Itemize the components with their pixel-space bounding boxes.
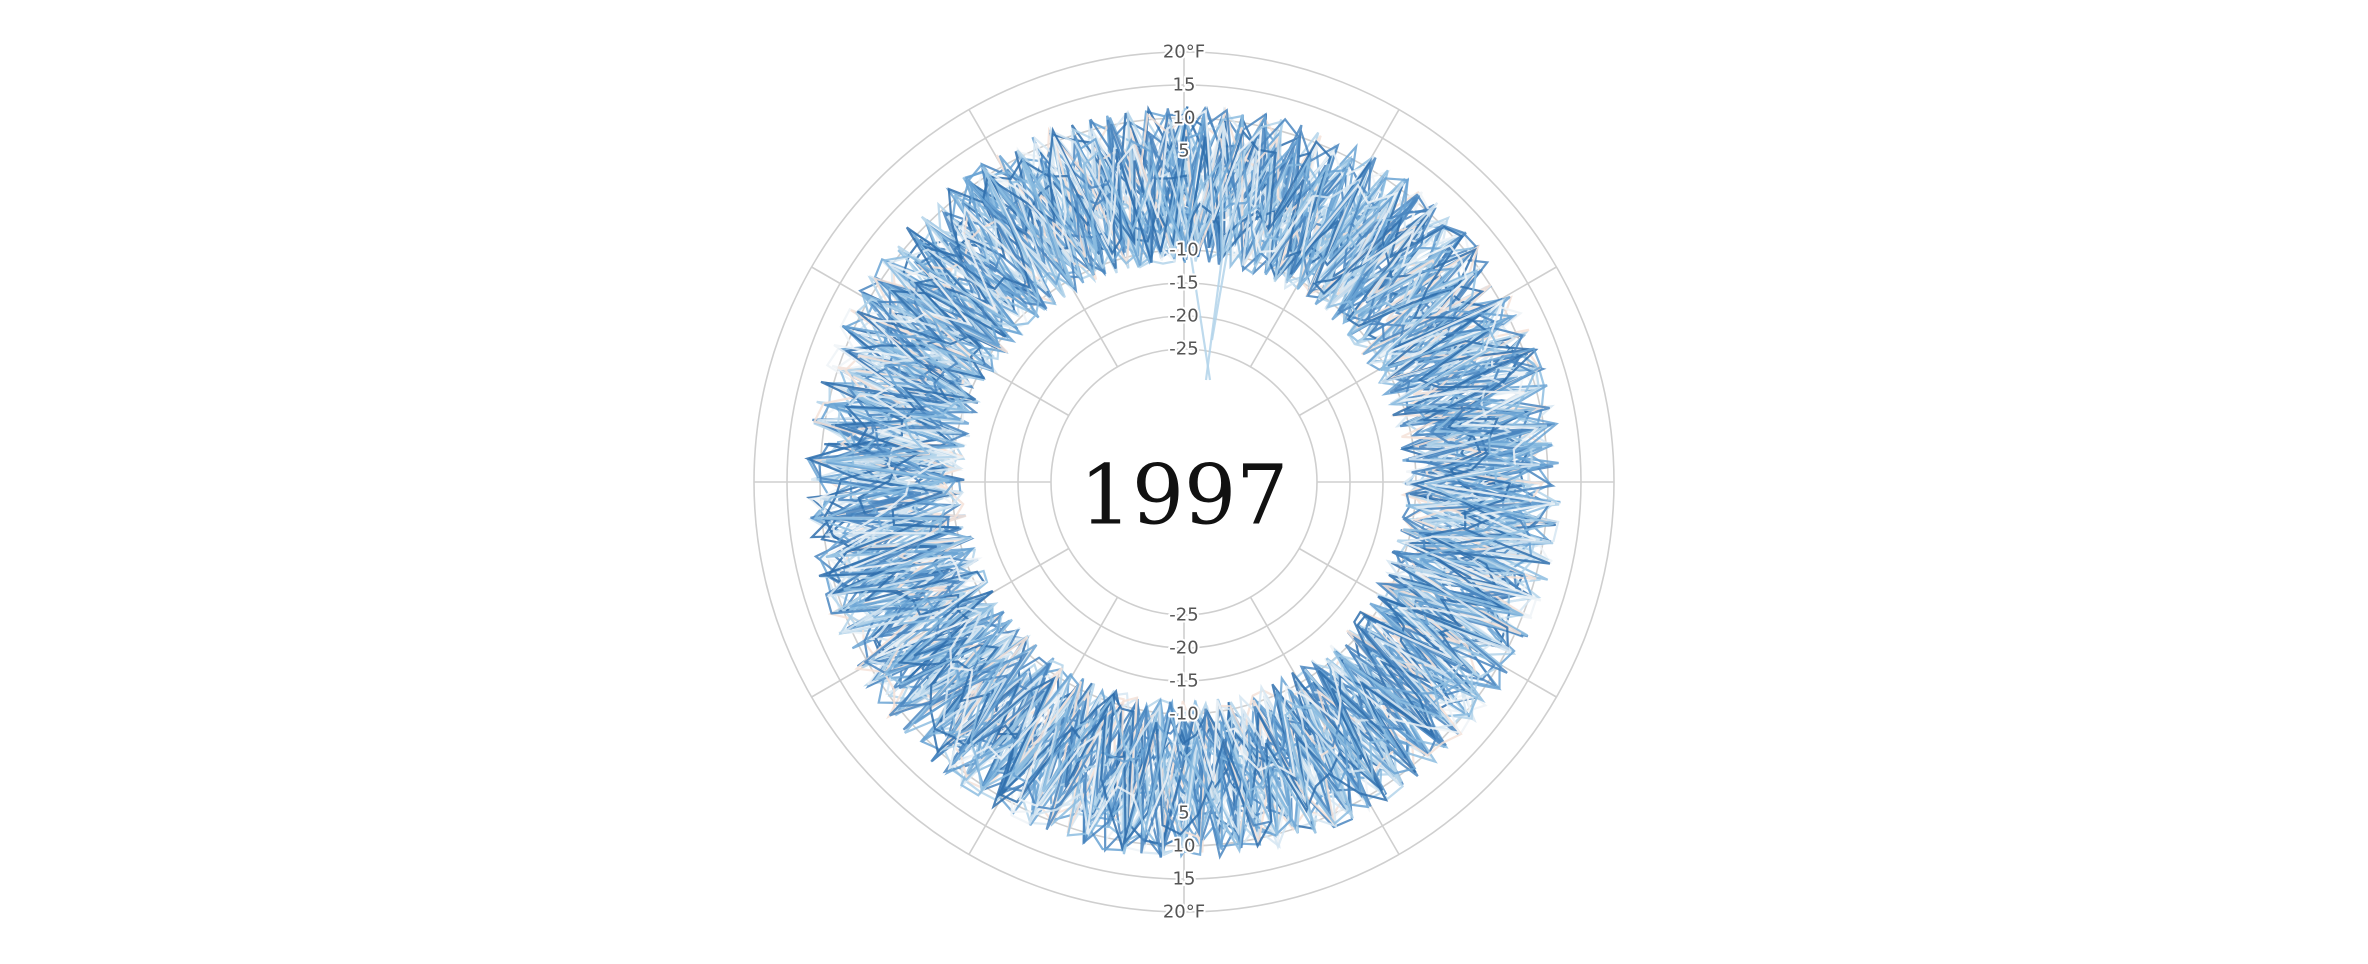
series-layer (804, 105, 1561, 860)
tick-label-layer: -25 -25 -20 -20 -15 -15 -10 -10 5 5 10 10 15 15 20°F 20… (1161, 40, 1207, 925)
radial-tick-label: 5 (1178, 803, 1189, 824)
radial-tick-label: 15 (1173, 869, 1196, 890)
radial-tick-label: -10 (1169, 704, 1198, 725)
radial-tick-label: -20 (1169, 306, 1198, 327)
radial-tick-label: -15 (1169, 671, 1198, 692)
grid-spoke (1249, 596, 1400, 855)
radial-tick-label: -15 (1169, 273, 1198, 294)
series-line (1168, 119, 1212, 381)
series-line (813, 150, 1554, 854)
radial-tick-label: 10 (1173, 108, 1196, 129)
series-line (825, 122, 1540, 857)
series-line (824, 108, 1556, 858)
center-year-label: 1997 (1080, 449, 1289, 544)
radial-tick-label: 15 (1173, 75, 1196, 96)
radial-tick-label: -10 (1169, 240, 1198, 261)
radial-tick-label: 10 (1173, 836, 1196, 857)
series-line (804, 126, 1551, 852)
series-line (1204, 234, 1227, 381)
series-line (833, 108, 1555, 835)
series-line (1210, 149, 1247, 341)
radial-tick-label: -20 (1169, 638, 1198, 659)
radial-tick-label: -25 (1169, 339, 1198, 360)
radial-tick-label: -25 (1169, 605, 1198, 626)
series-line (837, 119, 1556, 853)
series-line (820, 112, 1539, 846)
radial-tick-label: 20°F (1163, 902, 1205, 923)
radial-tick-label: 5 (1178, 141, 1189, 162)
radial-tick-label: 20°F (1163, 42, 1205, 63)
